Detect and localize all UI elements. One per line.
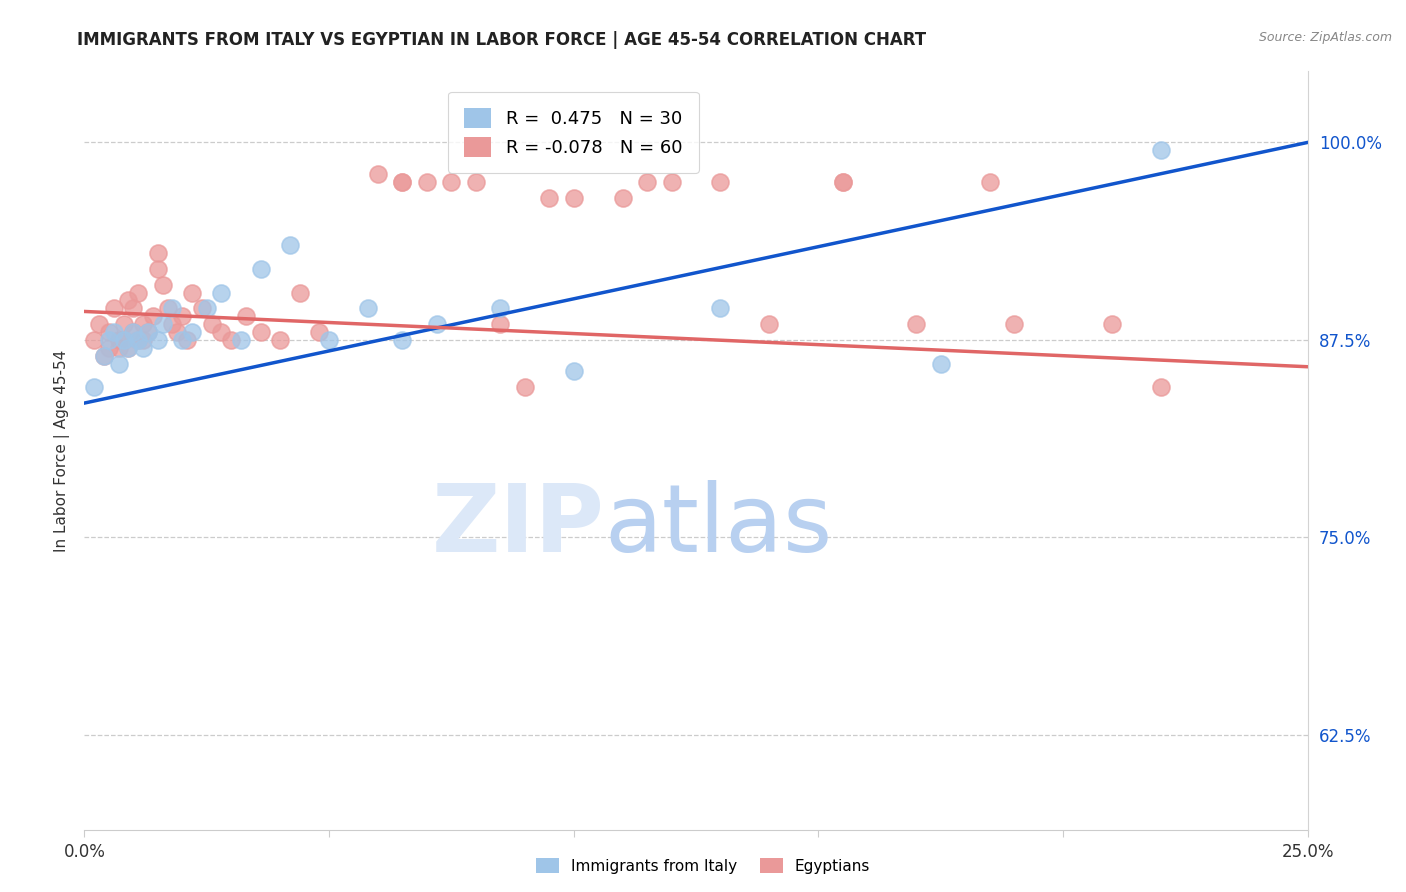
Point: [87, 317, 110, 331]
Legend: Immigrants from Italy, Egyptians: Immigrants from Italy, Egyptians: [530, 852, 876, 880]
Point: [152, 317, 174, 331]
Point: [83, 333, 105, 347]
Point: [166, 325, 188, 339]
Text: IMMIGRANTS FROM ITALY VS EGYPTIAN IN LABOR FORCE | AGE 45-54 CORRELATION CHART: IMMIGRANTS FROM ITALY VS EGYPTIAN IN LAB…: [77, 31, 927, 49]
Point: [1002, 317, 1025, 331]
Point: [278, 238, 301, 252]
Point: [172, 309, 194, 323]
Point: [122, 325, 145, 339]
Point: [612, 191, 634, 205]
Point: [979, 175, 1001, 189]
Point: [136, 325, 159, 339]
Point: [117, 293, 139, 308]
Text: ZIP: ZIP: [432, 480, 605, 573]
Point: [1150, 144, 1173, 158]
Point: [136, 325, 159, 339]
Point: [162, 301, 184, 316]
Point: [112, 317, 135, 331]
Point: [391, 175, 413, 189]
Point: [156, 301, 179, 316]
Point: [152, 277, 174, 292]
Point: [426, 317, 449, 331]
Point: [122, 301, 145, 316]
Point: [416, 175, 439, 189]
Point: [249, 325, 271, 339]
Point: [127, 333, 149, 347]
Point: [112, 333, 135, 347]
Point: [831, 175, 853, 189]
Point: [107, 341, 129, 355]
Point: [636, 175, 658, 189]
Point: [103, 301, 125, 316]
Point: [93, 349, 115, 363]
Point: [562, 364, 585, 378]
Point: [661, 175, 683, 189]
Text: Source: ZipAtlas.com: Source: ZipAtlas.com: [1258, 31, 1392, 45]
Point: [83, 380, 105, 394]
Point: [229, 333, 252, 347]
Point: [357, 301, 380, 316]
Point: [97, 325, 120, 339]
Point: [132, 317, 155, 331]
Y-axis label: In Labor Force | Age 45-54: In Labor Force | Age 45-54: [55, 350, 70, 551]
Point: [176, 333, 198, 347]
Point: [200, 317, 222, 331]
Point: [132, 333, 155, 347]
Point: [162, 317, 184, 331]
Point: [288, 285, 311, 300]
Point: [142, 309, 165, 323]
Point: [905, 317, 928, 331]
Point: [146, 246, 169, 260]
Point: [181, 325, 204, 339]
Point: [269, 333, 291, 347]
Point: [195, 301, 218, 316]
Point: [132, 341, 155, 355]
Point: [117, 341, 139, 355]
Point: [127, 285, 149, 300]
Point: [97, 341, 120, 355]
Point: [367, 167, 389, 181]
Point: [93, 349, 115, 363]
Point: [235, 309, 257, 323]
Point: [929, 357, 952, 371]
Point: [117, 341, 139, 355]
Point: [709, 175, 731, 189]
Point: [538, 191, 561, 205]
Point: [318, 333, 340, 347]
Point: [97, 333, 120, 347]
Legend: R =  0.475   N = 30, R = -0.078   N = 60: R = 0.475 N = 30, R = -0.078 N = 60: [449, 92, 699, 173]
Point: [758, 317, 780, 331]
Point: [191, 301, 214, 316]
Point: [489, 317, 512, 331]
Point: [146, 261, 169, 276]
Point: [391, 175, 413, 189]
Point: [112, 333, 135, 347]
Point: [391, 333, 413, 347]
Point: [209, 285, 232, 300]
Text: atlas: atlas: [605, 480, 832, 573]
Point: [513, 380, 536, 394]
Point: [209, 325, 232, 339]
Point: [562, 191, 585, 205]
Point: [709, 301, 731, 316]
Point: [107, 333, 129, 347]
Point: [219, 333, 242, 347]
Point: [1150, 380, 1173, 394]
Point: [122, 325, 145, 339]
Point: [489, 301, 512, 316]
Point: [181, 285, 204, 300]
Point: [249, 261, 271, 276]
Point: [172, 333, 194, 347]
Point: [146, 333, 169, 347]
Point: [107, 357, 129, 371]
Point: [127, 333, 149, 347]
Point: [1101, 317, 1123, 331]
Point: [103, 325, 125, 339]
Point: [440, 175, 463, 189]
Point: [464, 175, 486, 189]
Point: [308, 325, 330, 339]
Point: [831, 175, 853, 189]
